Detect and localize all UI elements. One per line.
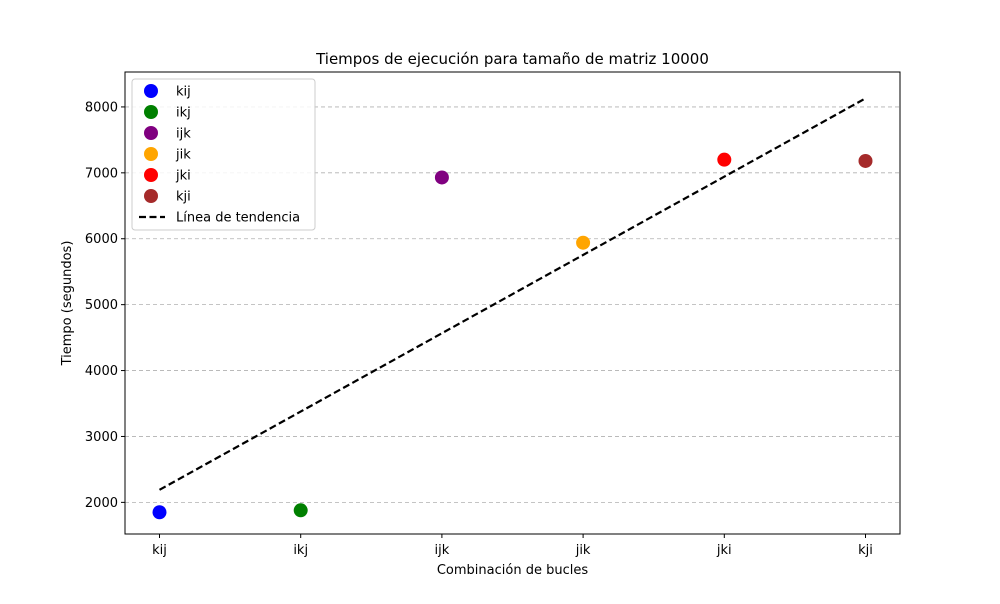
y-axis-label: Tiempo (segundos) [60, 241, 75, 367]
chart-title: Tiempos de ejecución para tamaño de matr… [315, 50, 709, 68]
legend-label: kij [176, 85, 191, 100]
data-point-kji [858, 153, 873, 168]
legend-label: kji [176, 190, 191, 205]
y-tick-label: 2000 [85, 496, 118, 511]
legend-label: Línea de tendencia [176, 211, 300, 226]
legend-marker [144, 147, 158, 161]
legend-marker [144, 126, 158, 140]
x-tick-label: jki [716, 543, 732, 558]
y-tick-label: 3000 [85, 430, 118, 445]
legend-marker [144, 168, 158, 182]
x-axis-label: Combinación de bucles [437, 563, 588, 578]
legend: kij ikj ijk jik jki kji Línea de tendencia [131, 78, 316, 231]
x-tick-label: jik [575, 543, 591, 558]
legend-box [131, 78, 316, 231]
data-point-ijk [434, 170, 449, 185]
y-tick-label: 7000 [85, 166, 118, 181]
plot-frame [124, 71, 901, 535]
y-tick-label: 6000 [85, 232, 118, 247]
x-tick-label: kji [858, 543, 873, 558]
legend-label: ikj [176, 106, 191, 121]
y-tick-label: 4000 [85, 364, 118, 379]
data-point-jik [576, 235, 591, 250]
legend-label: jik [175, 148, 191, 163]
legend-marker [144, 84, 158, 98]
data-point-jki [717, 152, 732, 167]
legend-label: jki [175, 169, 191, 184]
y-tick-label: 5000 [85, 298, 118, 313]
y-tick-label: 8000 [85, 100, 118, 115]
x-tick-label: ijk [435, 543, 450, 558]
data-point-ikj [293, 503, 308, 518]
axis-layer: 2000 3000 4000 5000 6000 7000 8000 kij ikj ijk jik… [85, 100, 873, 558]
x-tick-label: ikj [293, 543, 308, 558]
legend-label: ijk [176, 127, 191, 142]
legend-marker [144, 105, 158, 119]
x-tick-label: kij [152, 543, 167, 558]
trendline [158, 97, 867, 491]
legend-marker [144, 189, 158, 203]
trendline-layer [158, 97, 867, 491]
data-point-kij [152, 505, 167, 520]
points-layer [152, 152, 873, 520]
